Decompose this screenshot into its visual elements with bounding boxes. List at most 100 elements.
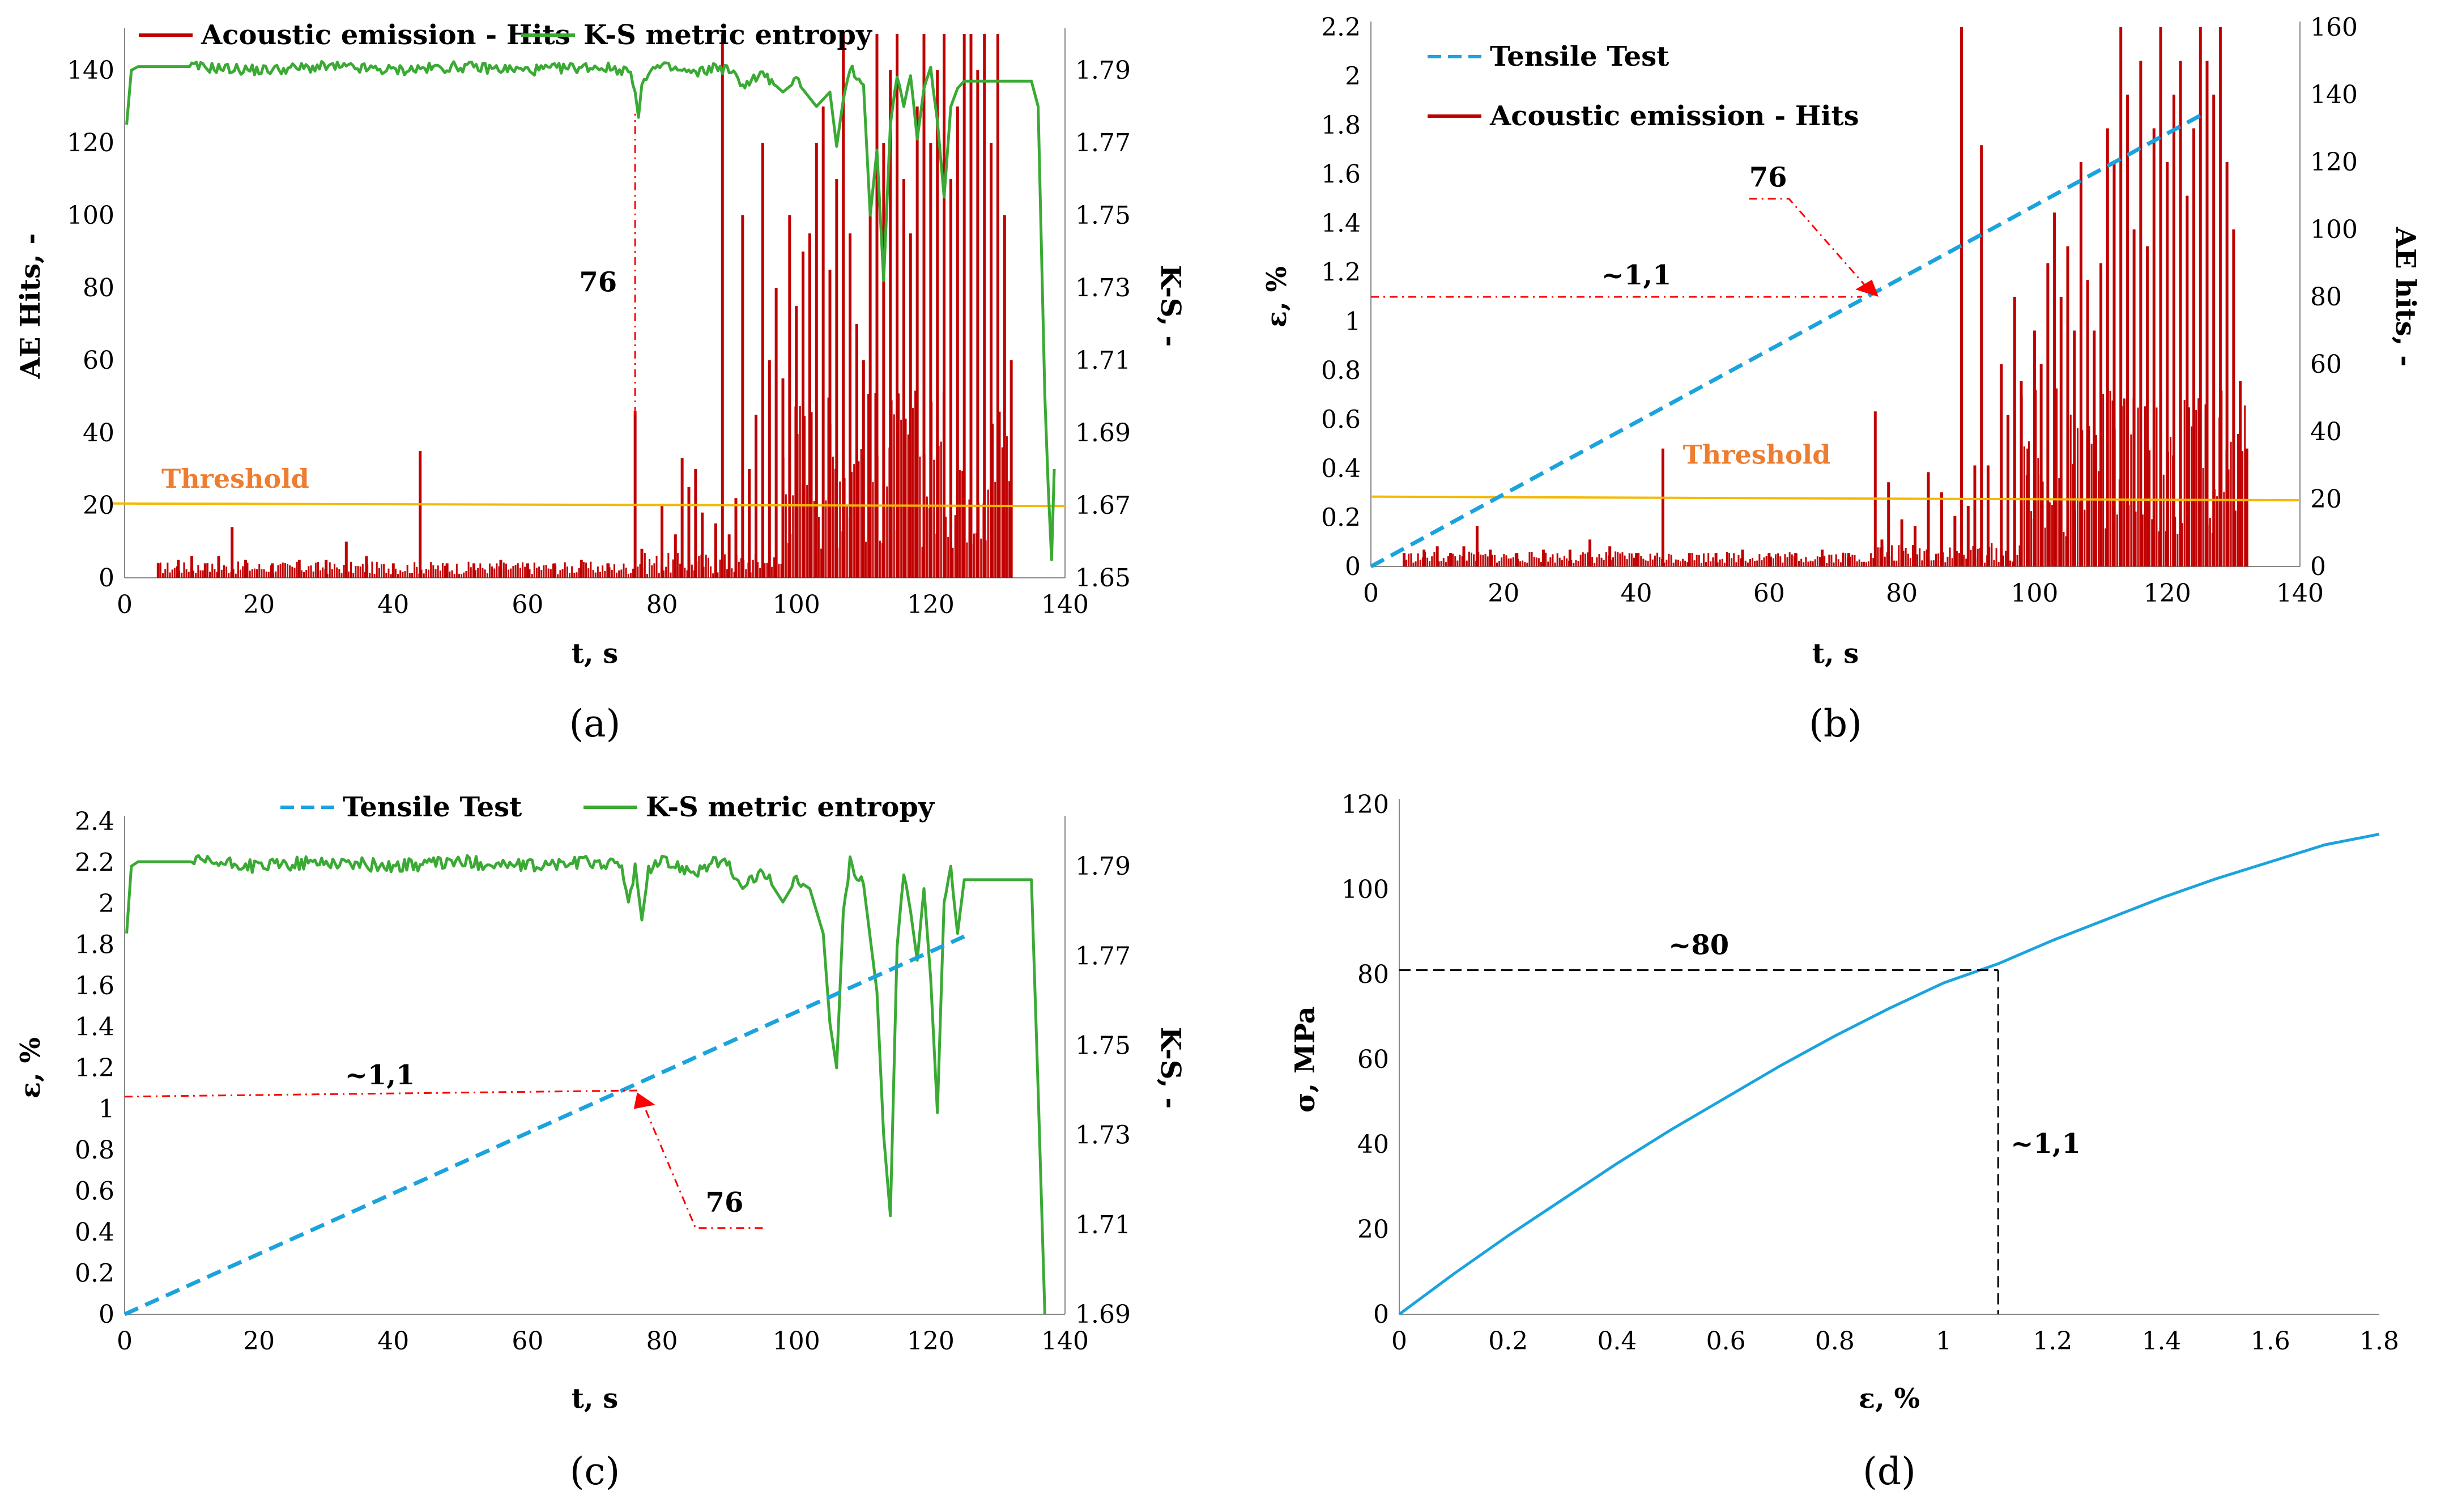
stress-annotation: ~80 [1668, 930, 1729, 961]
panel-label: (c) [570, 1450, 620, 1493]
y-axis-label: ε, % [1261, 266, 1293, 327]
y2-tick-label: 1.75 [1075, 201, 1131, 230]
x-tick-label: 0.2 [1488, 1327, 1528, 1356]
y-tick-label: 60 [83, 346, 114, 375]
threshold-line [1370, 495, 2301, 502]
y2-tick-label: 140 [2310, 80, 2358, 109]
chart-panel-d: 0 0.2 0.4 0.6 0.8 1 1.2 1.4 1.6 1.8 0 20 40 60 80 100 12… [1289, 790, 2399, 1493]
y-tick-label: 0.8 [1321, 356, 1361, 385]
y2-tick-label: 40 [2310, 418, 2342, 446]
legend-tensile-test-text: Tensile Test [1490, 41, 1669, 73]
y-tick-label: 0.8 [75, 1136, 114, 1165]
x-tick-label: 1.4 [2142, 1327, 2182, 1356]
x-axis-label: t, s [572, 638, 619, 670]
y-axis-label: σ, MPa [1289, 1006, 1321, 1113]
threshold-label: Threshold [1683, 440, 1831, 470]
legend-ks-entropy-text: K-S metric entropy [583, 19, 873, 51]
chart-panel-b: 0 20 40 60 80 100 120 14000.20.40.60.811.21.41.… [1261, 13, 2421, 746]
y-tick-label: 0 [1373, 1300, 1389, 1329]
chart-panel-c: 0 20 40 60 80 100 120 140 0 0.2 0.4 0.6 0.8 1 1.2 1.4 1.… [15, 791, 1186, 1493]
y2-tick-label: 1.77 [1075, 129, 1131, 157]
legend-ae-hits-text: Acoustic emission - Hits [1489, 100, 1859, 132]
x-tick-label: 140 [2276, 579, 2324, 608]
x-tick-label: 60 [512, 1327, 543, 1356]
y-tick-label: 100 [1341, 875, 1389, 904]
x-tick-label: 0.6 [1706, 1327, 1746, 1356]
y2-tick-label: 1.75 [1075, 1031, 1131, 1060]
y2-tick-label: 1.73 [1075, 1121, 1131, 1150]
x-tick-label: 1.6 [2251, 1327, 2290, 1356]
x-tick-label: 140 [1041, 1327, 1089, 1356]
annotation-76: 76 [1749, 161, 1787, 193]
legend-ks-entropy-text: K-S metric entropy [646, 791, 935, 823]
y-tick-label: 1.6 [1321, 160, 1361, 189]
x-tick-label: 60 [512, 590, 543, 619]
y2-tick-label: 1.73 [1075, 274, 1131, 303]
y2-tick-label: 120 [2310, 148, 2358, 177]
x-tick-label: 40 [377, 590, 409, 619]
y2-axis-label: AE hits, - [2389, 227, 2421, 367]
strain-annotation: ~1,1 [2010, 1128, 2081, 1160]
annotation-leader [641, 1100, 763, 1229]
x-tick-label: 120 [2144, 579, 2191, 608]
y-tick-label: 2.2 [75, 849, 114, 878]
y-tick-label: 140 [67, 56, 114, 85]
y-tick-label: 0 [1345, 552, 1361, 581]
y-tick-label: 20 [83, 491, 114, 520]
y-tick-label: 20 [1357, 1215, 1389, 1244]
x-tick-label: 1 [1936, 1327, 1952, 1356]
y2-tick-label: 1.69 [1075, 1300, 1131, 1329]
y2-tick-label: 1.67 [1075, 491, 1131, 520]
y-tick-label: 1 [99, 1095, 114, 1124]
y-tick-label: 0.6 [1321, 405, 1361, 434]
y-tick-label: 2.2 [1321, 13, 1361, 42]
x-tick-label: 80 [1886, 579, 1918, 608]
y2-tick-label: 20 [2310, 485, 2342, 514]
x-tick-label: 60 [1753, 579, 1785, 608]
x-tick-label: 0 [117, 1327, 133, 1356]
x-tick-label: 40 [1621, 579, 1652, 608]
x-axis-label: t, s [572, 1383, 619, 1415]
x-tick-label: 20 [1488, 579, 1519, 608]
y-tick-label: 100 [67, 201, 114, 230]
panel-label: (a) [569, 702, 621, 746]
threshold-label: Threshold [161, 463, 309, 494]
level-label: ~1,1 [345, 1059, 415, 1091]
x-tick-label: 100 [2010, 579, 2058, 608]
x-tick-label: 20 [243, 1327, 275, 1356]
y-tick-label: 0.4 [75, 1218, 114, 1247]
y2-tick-label: 1.71 [1075, 346, 1131, 375]
level-label: ~1,1 [1601, 259, 1672, 291]
x-tick-label: 100 [773, 1327, 820, 1356]
y-tick-label: 40 [1357, 1130, 1389, 1159]
y-tick-label: 2 [99, 889, 114, 918]
x-axis-label: t, s [1812, 638, 1859, 670]
y-tick-label: 1.4 [75, 1013, 114, 1042]
y-tick-label: 1.2 [1321, 258, 1361, 287]
ae-hits-series [156, 34, 1013, 578]
x-tick-label: 40 [377, 1327, 409, 1356]
y-tick-label: 1 [1345, 307, 1361, 336]
y-axis-label: AE Hits, - [15, 233, 46, 380]
chart-panel-a: 0 20 40 60 80 100 120 1400204060801001201401.65… [15, 19, 1186, 746]
x-tick-label: 0.4 [1597, 1327, 1637, 1356]
y-tick-label: 80 [83, 274, 114, 303]
x-tick-label: 0 [1363, 579, 1379, 608]
y-tick-label: 1.4 [1321, 209, 1361, 238]
x-tick-label: 0 [117, 590, 133, 619]
x-tick-label: 120 [907, 1327, 955, 1356]
x-tick-label: 120 [907, 590, 955, 619]
legend-tensile-test-text: Tensile Test [343, 791, 522, 823]
x-tick-label: 20 [243, 590, 275, 619]
y2-axis-label: K-S, - [1155, 1027, 1186, 1109]
y-tick-label: 0 [99, 1300, 114, 1329]
x-tick-label: 100 [773, 590, 820, 619]
panel-label: (b) [1809, 702, 1862, 746]
y-tick-label: 60 [1357, 1045, 1389, 1074]
ks-entropy-line [125, 854, 1046, 1315]
x-tick-label: 80 [646, 590, 678, 619]
y-tick-label: 0.4 [1321, 454, 1361, 483]
stress-strain-line [1398, 833, 2380, 1316]
x-tick-label: 1.8 [2359, 1327, 2399, 1356]
y2-tick-label: 100 [2310, 215, 2358, 244]
